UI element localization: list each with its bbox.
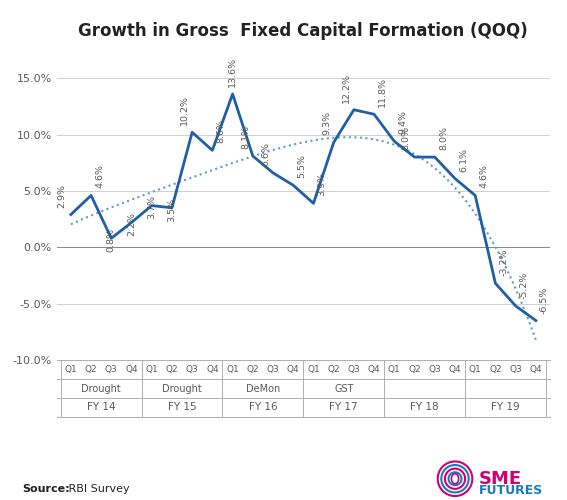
Text: Q2: Q2 <box>489 365 502 374</box>
Text: -5.2%: -5.2% <box>520 272 529 299</box>
Text: 10.2%: 10.2% <box>180 96 189 126</box>
Text: FUTURES: FUTURES <box>479 484 543 498</box>
Text: Q4: Q4 <box>206 365 219 374</box>
Text: SME: SME <box>479 470 522 488</box>
Text: FY 19: FY 19 <box>491 402 520 412</box>
Text: DeMon: DeMon <box>246 384 280 394</box>
Text: 12.2%: 12.2% <box>342 73 351 103</box>
Text: Q2: Q2 <box>247 365 259 374</box>
Text: FY 15: FY 15 <box>168 402 196 412</box>
Text: GST: GST <box>334 384 354 394</box>
Text: Q3: Q3 <box>509 365 522 374</box>
Text: 3.5%: 3.5% <box>167 198 176 222</box>
Text: Q4: Q4 <box>125 365 138 374</box>
Text: Q2: Q2 <box>408 365 421 374</box>
Text: -3.2%: -3.2% <box>500 249 509 276</box>
Text: 9.3%: 9.3% <box>322 112 331 136</box>
Text: 5.5%: 5.5% <box>298 154 306 178</box>
Text: 8.0%: 8.0% <box>401 126 411 150</box>
Text: 8.6%: 8.6% <box>217 120 226 144</box>
Text: FY 18: FY 18 <box>411 402 439 412</box>
Text: 0.8%: 0.8% <box>107 228 116 252</box>
Text: 6.6%: 6.6% <box>261 142 270 166</box>
Text: 2.2%: 2.2% <box>127 212 136 236</box>
Text: Q3: Q3 <box>186 365 198 374</box>
Text: 3.7%: 3.7% <box>147 196 156 220</box>
Text: Q4: Q4 <box>530 365 542 374</box>
Text: Q1: Q1 <box>307 365 320 374</box>
Text: Q2: Q2 <box>84 365 98 374</box>
Text: 6.1%: 6.1% <box>459 148 468 172</box>
Text: 11.8%: 11.8% <box>378 78 387 108</box>
Text: Q4: Q4 <box>448 365 462 374</box>
Text: Q3: Q3 <box>266 365 280 374</box>
Text: FY 16: FY 16 <box>248 402 277 412</box>
Text: FY 14: FY 14 <box>87 402 116 412</box>
Text: Q3: Q3 <box>429 365 441 374</box>
Text: Q1: Q1 <box>469 365 481 374</box>
Text: Q2: Q2 <box>327 365 340 374</box>
Title: Growth in Gross  Fixed Capital Formation (QOQ): Growth in Gross Fixed Capital Formation … <box>78 22 528 40</box>
Text: 9.4%: 9.4% <box>399 110 408 134</box>
Text: Q1: Q1 <box>388 365 401 374</box>
Text: 2.9%: 2.9% <box>58 184 67 208</box>
Text: Q1: Q1 <box>226 365 239 374</box>
Text: RBI Survey: RBI Survey <box>65 484 130 494</box>
Text: Q1: Q1 <box>145 365 158 374</box>
Text: 13.6%: 13.6% <box>228 57 237 87</box>
Text: 8.1%: 8.1% <box>241 125 250 149</box>
Text: 8.0%: 8.0% <box>439 126 448 150</box>
Text: Q1: Q1 <box>65 365 77 374</box>
Text: Drought: Drought <box>162 384 202 394</box>
Text: Q2: Q2 <box>166 365 178 374</box>
Text: 3.9%: 3.9% <box>318 172 327 197</box>
Text: 4.6%: 4.6% <box>479 164 488 188</box>
Text: Source:: Source: <box>23 484 70 494</box>
Text: FY 17: FY 17 <box>329 402 358 412</box>
Text: Q4: Q4 <box>368 365 380 374</box>
Text: Q3: Q3 <box>105 365 118 374</box>
Text: -6.5%: -6.5% <box>540 286 549 314</box>
Text: Q3: Q3 <box>348 365 360 374</box>
Text: Drought: Drought <box>81 384 121 394</box>
Text: 4.6%: 4.6% <box>95 164 104 188</box>
Text: Q4: Q4 <box>287 365 299 374</box>
